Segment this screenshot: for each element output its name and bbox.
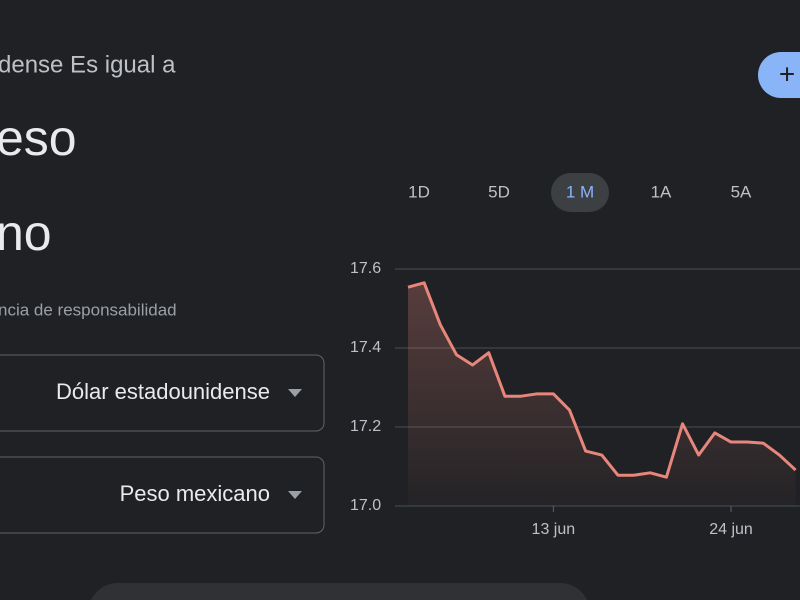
range-tab[interactable]: 5D <box>488 182 510 201</box>
dropdown-box[interactable] <box>0 354 325 432</box>
y-tick-label: 17.6 <box>350 260 381 277</box>
dropdown-value[interactable]: Peso mexicano <box>120 481 270 506</box>
range-tab[interactable]: 5A <box>731 182 752 201</box>
range-tab[interactable]: 1A <box>651 182 672 201</box>
line <box>407 281 797 479</box>
add-button-bg[interactable] <box>758 52 800 98</box>
from-dropdown[interactable]: Dólar estadounidense <box>0 354 325 432</box>
dropdown-arrow[interactable] <box>288 389 302 397</box>
dropdown-arrow[interactable] <box>288 491 302 499</box>
add-button-label[interactable]: + <box>779 58 795 89</box>
equals-text: dense Es igual a <box>0 51 176 78</box>
dropdown-value[interactable]: Dólar estadounidense <box>56 379 270 404</box>
y-tick-label: 17.0 <box>350 497 381 514</box>
dropdown-box[interactable] <box>0 456 325 534</box>
result-line: no <box>0 205 52 261</box>
range-tab[interactable]: 1D <box>408 182 430 201</box>
x-tick-label: 13 jun <box>532 521 576 538</box>
disclaimer-link[interactable]: ncia de responsabilidad <box>0 300 177 319</box>
range-tab-bg[interactable] <box>551 173 609 212</box>
range-tabs: 1D 5D 1 M 1A 5A <box>408 173 752 212</box>
add-button[interactable]: + <box>758 52 800 98</box>
to-dropdown[interactable]: Peso mexicano <box>0 456 325 534</box>
y-tick-label: 17.4 <box>350 339 381 356</box>
line-area <box>408 282 796 506</box>
chart: 17.0 17.2 17.4 17.6 13 jun 24 jun <box>350 260 800 538</box>
result-line: eso <box>0 110 77 166</box>
bottom-panel <box>90 583 588 600</box>
x-tick-label: 24 jun <box>709 521 753 538</box>
y-tick-label: 17.2 <box>350 418 381 435</box>
range-tab[interactable]: 1 M <box>566 182 594 201</box>
